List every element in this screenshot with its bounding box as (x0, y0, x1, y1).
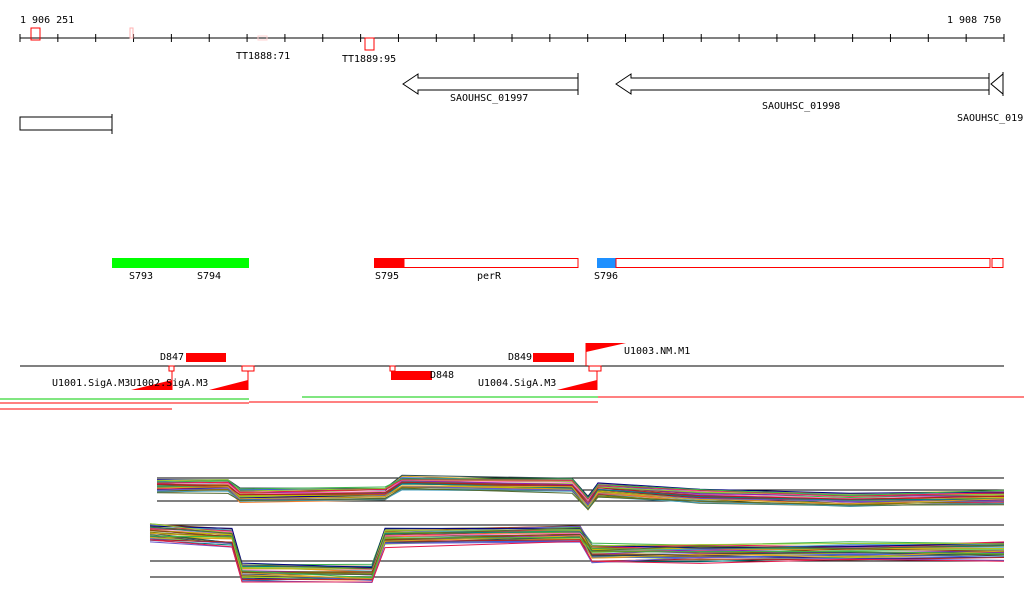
expression-profile-line (156, 478, 1005, 499)
coordinate-ruler: 1 906 251 1 908 750 (19, 15, 1005, 42)
feature-label-d847: D847 (160, 352, 184, 363)
feature-u1003[interactable]: U1003.NM.M1 (585, 343, 690, 366)
feature-label-u1004: U1004.SigA.M3 (478, 378, 556, 389)
segment-end-box[interactable] (991, 258, 1004, 268)
segment-label-perr: perR (477, 271, 502, 282)
terminator-marker-tt1889[interactable] (364, 37, 375, 51)
gene-track: SAOUHSC_01997 SAOUHSC_01998 SAOUHSC_019 (19, 72, 1023, 134)
expression-profile-line (149, 532, 1005, 579)
expression-profile-line (149, 535, 1005, 579)
segment-s795[interactable] (374, 258, 404, 268)
segment-label-s794: S794 (197, 271, 221, 282)
segment-track: S793 S794 S795 perR S796 (112, 258, 1004, 282)
gene-saouhsc-019-partial[interactable]: SAOUHSC_019 (957, 72, 1023, 124)
feature-track: D847 D848 D849 U1003.NM.M1 U1001.SigA.M3… (20, 343, 1004, 390)
expression-profile-line (156, 487, 1005, 511)
expression-profile-line (156, 485, 1005, 506)
feature-u1001[interactable]: U1001.SigA.M3 (52, 365, 175, 390)
terminator-label-tt1888: TT1888:71 (236, 51, 290, 62)
expression-profile-line (156, 479, 1005, 500)
gene-label-saouhsc-01997: SAOUHSC_01997 (450, 93, 528, 104)
feature-label-d848: D848 (430, 370, 454, 381)
segment-perr[interactable] (403, 258, 579, 268)
feature-label-d849: D849 (508, 352, 532, 363)
ruler-start-label: 1 906 251 (20, 15, 74, 26)
expression-profile-line (149, 539, 1005, 583)
segment-s793-s794[interactable] (112, 258, 249, 268)
expression-panel-top (156, 474, 1005, 511)
expression-profiles-top (156, 474, 1005, 511)
expression-profile-line (156, 485, 1005, 508)
terminator-marker[interactable] (257, 35, 268, 41)
expression-profile-line (149, 526, 1005, 570)
segment-label-s796: S796 (594, 271, 618, 282)
gene-label-saouhsc-01998: SAOUHSC_01998 (762, 101, 840, 112)
coverage-lines (0, 396, 1024, 410)
expression-profiles-bottom (149, 523, 1005, 584)
feature-d847[interactable] (186, 353, 226, 362)
gene-saouhsc-01998[interactable]: SAOUHSC_01998 (615, 73, 990, 112)
feature-u1002[interactable]: U1002.SigA.M3 (130, 365, 255, 390)
feature-d849[interactable] (533, 353, 574, 362)
expression-profile-line (156, 479, 1005, 500)
feature-label-u1001: U1001.SigA.M3 (52, 378, 130, 389)
ruler-end-label: 1 908 750 (947, 15, 1001, 26)
feature-d848[interactable] (391, 371, 432, 380)
segment-label-s795: S795 (375, 271, 399, 282)
terminator-markers: TT1888:71 TT1889:95 (30, 27, 396, 65)
gene-saouhsc-01997[interactable]: SAOUHSC_01997 (402, 73, 579, 104)
feature-d848-marker[interactable] (389, 365, 396, 372)
gene-label-saouhsc-019: SAOUHSC_019 (957, 113, 1023, 124)
terminator-marker[interactable] (30, 27, 41, 41)
segment-label-s793: S793 (129, 271, 153, 282)
expression-profile-line (149, 539, 1005, 581)
ruler-ticks (19, 34, 1005, 42)
expression-panel-bottom (149, 523, 1005, 584)
feature-label-u1003: U1003.NM.M1 (624, 346, 690, 357)
expression-profile-line (156, 481, 1005, 505)
terminator-marker[interactable] (129, 27, 134, 39)
segment-s796[interactable] (597, 258, 616, 268)
feature-label-u1002: U1002.SigA.M3 (130, 378, 208, 389)
gene-left-box[interactable] (19, 114, 113, 134)
terminator-label-tt1889: TT1889:95 (342, 54, 396, 65)
feature-u1004[interactable]: U1004.SigA.M3 (478, 365, 602, 390)
segment-s796-extent[interactable] (615, 258, 991, 268)
